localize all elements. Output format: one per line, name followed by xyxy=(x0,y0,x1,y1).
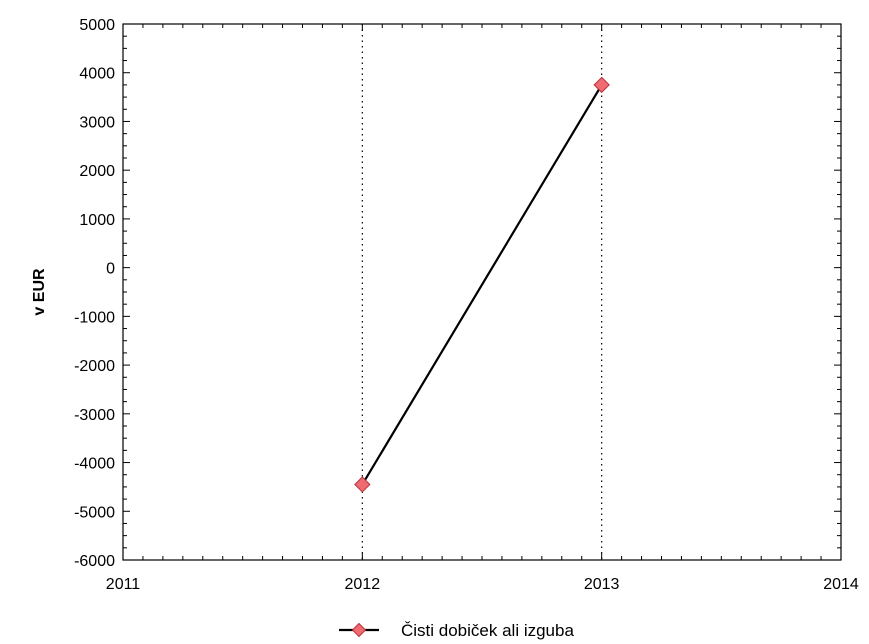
y-axis-title: v EUR xyxy=(31,268,48,316)
y-tick-label: -6000 xyxy=(74,553,115,570)
y-tick-label: -5000 xyxy=(74,504,115,521)
y-tick-label: 1000 xyxy=(79,212,115,229)
y-tick-label: -3000 xyxy=(74,407,115,424)
data-point-marker xyxy=(354,476,371,493)
legend-marker xyxy=(351,622,367,638)
data-point-marker xyxy=(593,76,610,94)
series-line xyxy=(361,84,603,486)
y-tick-label: 3000 xyxy=(79,114,115,131)
y-tick-label: 2000 xyxy=(79,163,115,180)
y-tick-label: -2000 xyxy=(74,358,115,375)
x-tick-label: 2012 xyxy=(345,576,381,593)
y-tick-label: 0 xyxy=(106,261,115,278)
y-tick-label: -1000 xyxy=(74,309,115,326)
plot-frame xyxy=(122,23,842,561)
x-tick-label: 2011 xyxy=(106,576,141,593)
x-tick-label: 2013 xyxy=(584,576,620,593)
legend-label: Čisti dobiček ali izguba xyxy=(401,621,574,640)
y-tick-label: -4000 xyxy=(74,456,115,473)
y-tick-label: 4000 xyxy=(79,66,115,83)
x-tick-label: 2014 xyxy=(823,576,859,593)
y-tick-label: 5000 xyxy=(79,17,115,34)
